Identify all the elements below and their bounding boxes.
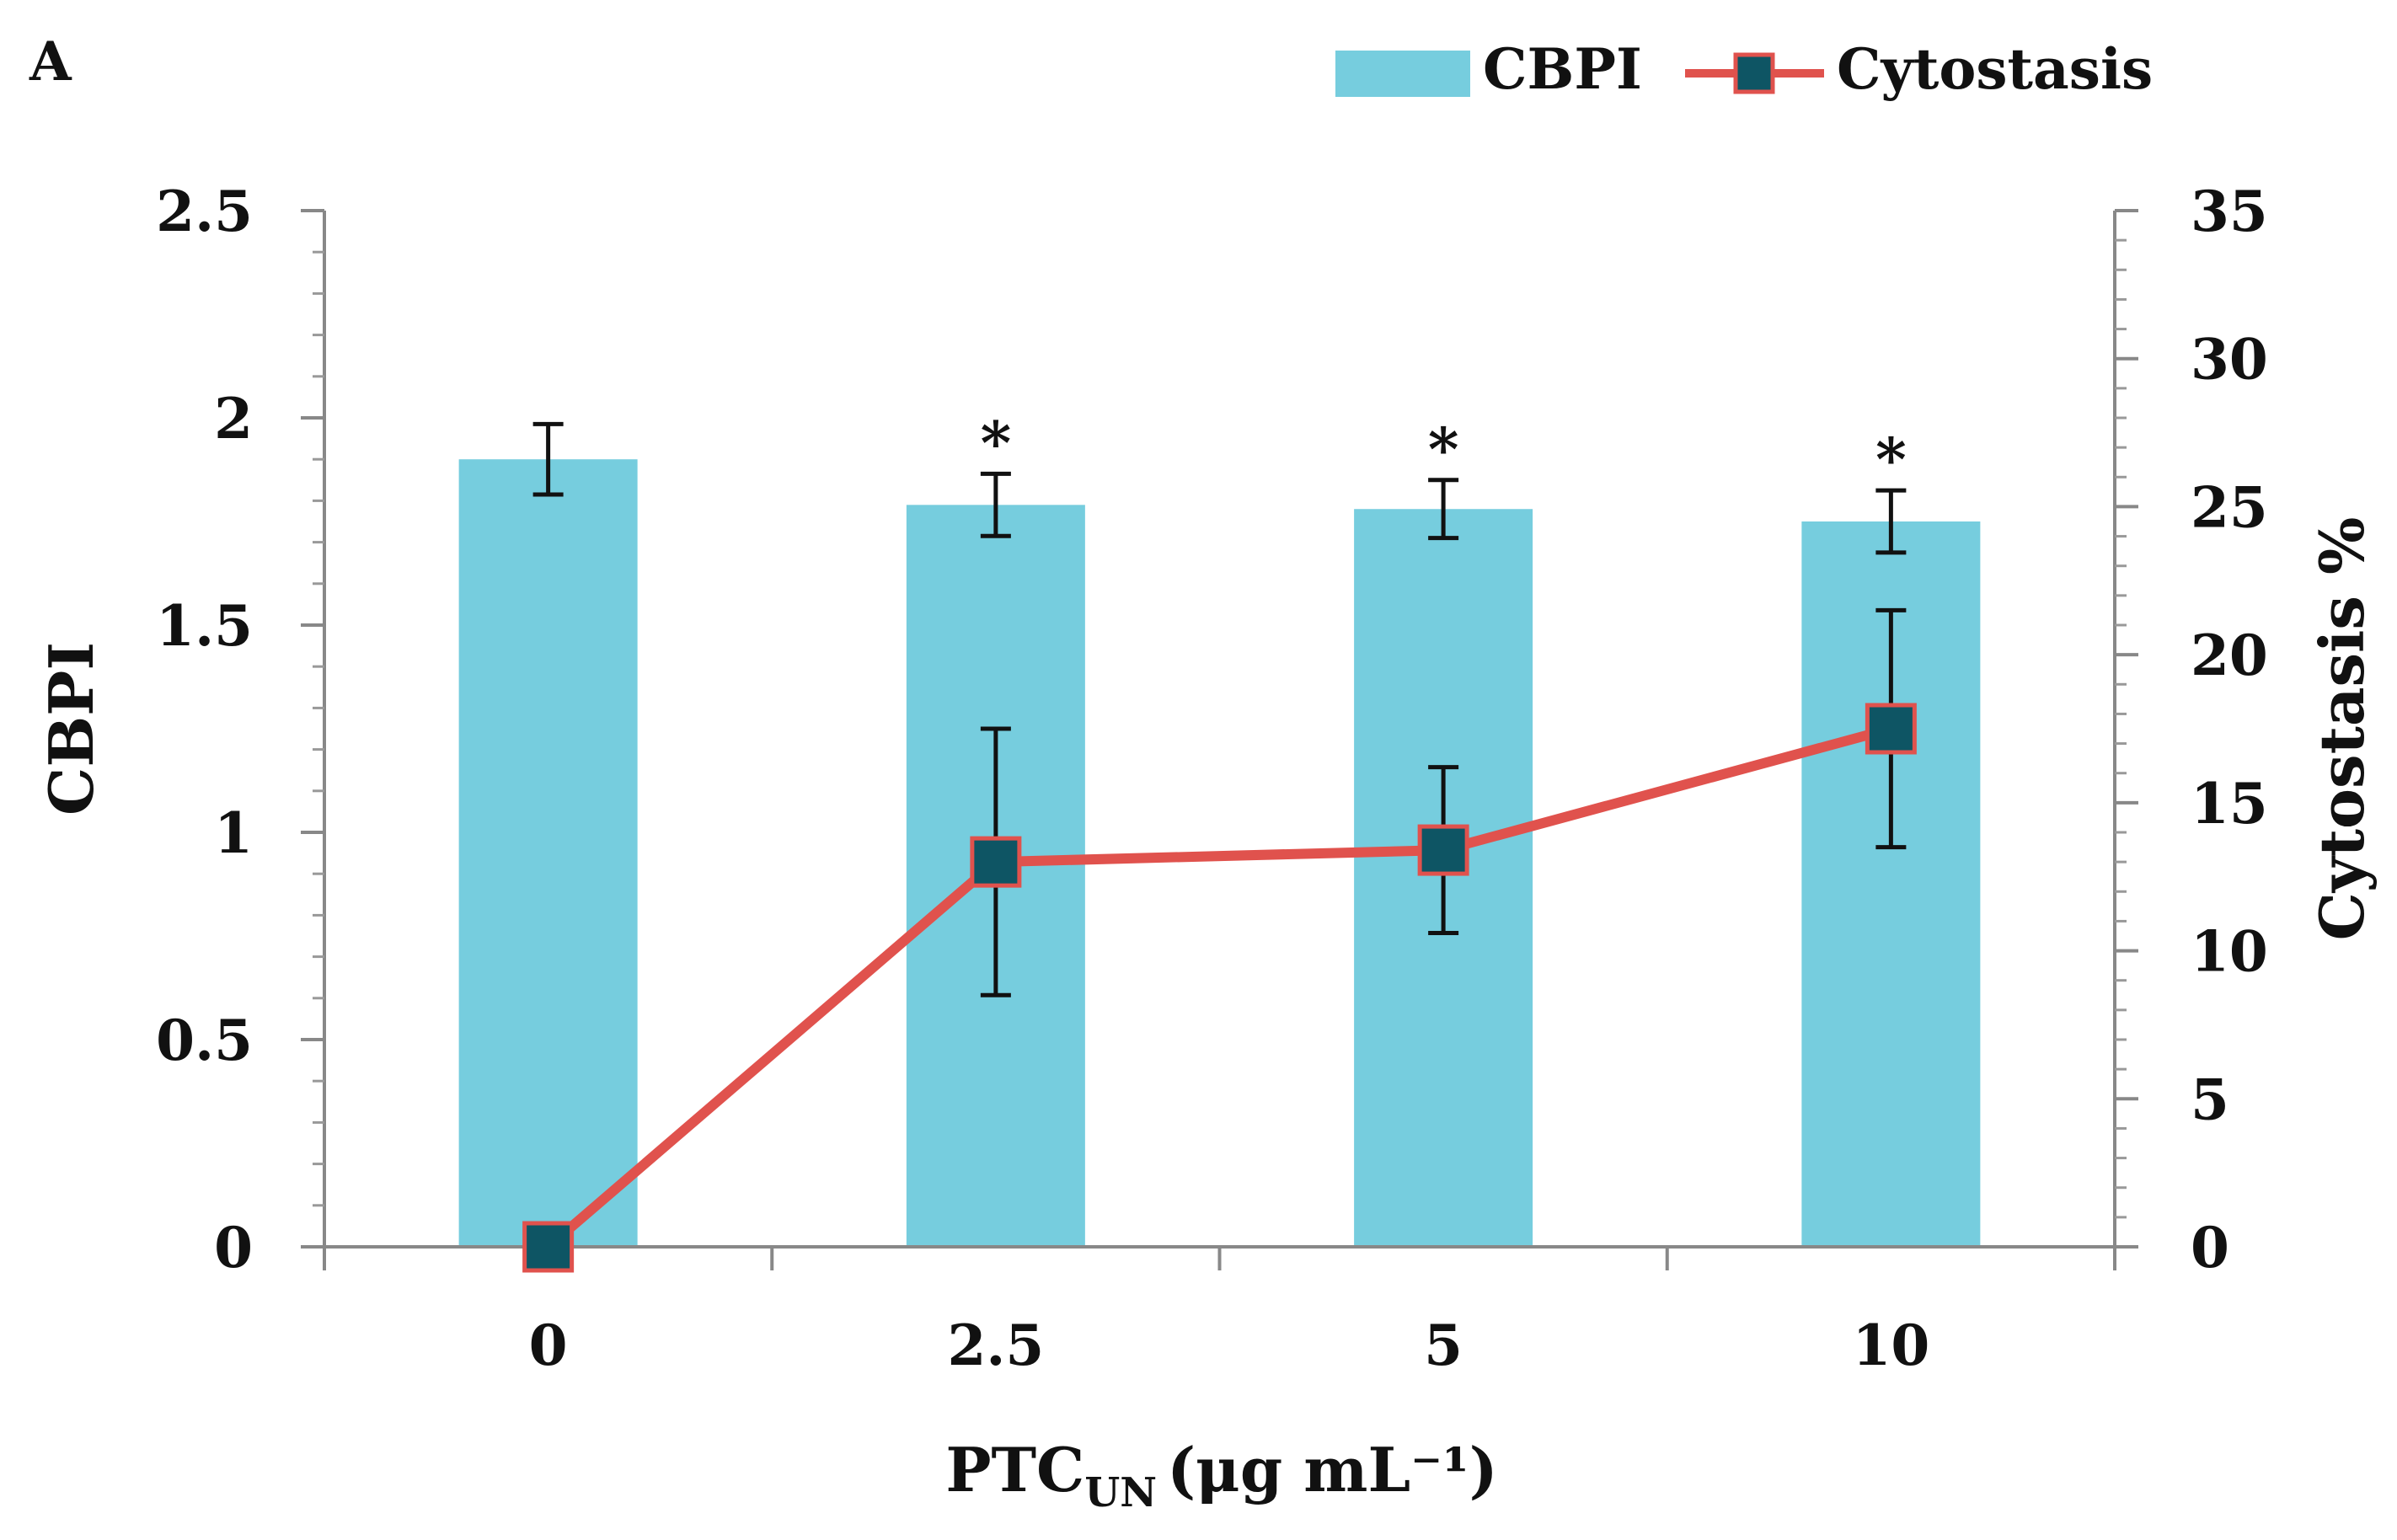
legend-swatch-cbpi bbox=[1335, 51, 1470, 97]
x-axis-title: PTCUN (μg mL⁻¹) bbox=[945, 1434, 1497, 1516]
panel-label: A bbox=[29, 30, 72, 94]
cbpi-bar bbox=[458, 459, 638, 1247]
y-right-tick-label: 10 bbox=[2191, 919, 2268, 985]
y-right-tick-label: 20 bbox=[2191, 623, 2268, 688]
y-right-tick-label: 30 bbox=[2191, 327, 2268, 393]
y-axis-right-minor-ticks bbox=[2115, 238, 2127, 1219]
cytostasis-point bbox=[1417, 824, 1469, 876]
x-axis-title-unit: (μg mL⁻¹) bbox=[1167, 1434, 1498, 1505]
legend-marker-cytostasis bbox=[1733, 52, 1775, 94]
cytostasis-line bbox=[522, 607, 1917, 1273]
x-tick-label: 10 bbox=[1852, 1313, 1929, 1378]
legend: CBPI Cytostasis bbox=[1335, 36, 2153, 102]
significance-star: * bbox=[1875, 425, 1907, 495]
y-left-tick-label: 0 bbox=[214, 1215, 253, 1281]
cbpi-error-bars bbox=[532, 421, 1907, 555]
x-tick-label: 2.5 bbox=[947, 1313, 1044, 1378]
y-left-tick-label: 1 bbox=[214, 800, 253, 866]
y-axis-right-ticks: 0 5 10 15 20 25 30 35 bbox=[2115, 179, 2268, 1281]
legend-label-cytostasis: Cytostasis bbox=[1837, 36, 2153, 102]
cytostasis-series-line bbox=[544, 724, 1892, 1251]
x-axis-ticks: 0 2.5 5 10 bbox=[323, 1247, 2116, 1378]
cytostasis-point bbox=[522, 1221, 575, 1273]
y-axis-left-title: CBPI bbox=[35, 642, 107, 815]
y-left-tick-label: 2.5 bbox=[156, 179, 253, 244]
y-left-tick-label: 2 bbox=[214, 386, 253, 452]
y-right-tick-label: 15 bbox=[2191, 771, 2268, 837]
y-right-tick-label: 0 bbox=[2191, 1215, 2229, 1281]
cytostasis-point bbox=[970, 836, 1022, 888]
x-axis-title-subscript: UN bbox=[1084, 1469, 1157, 1516]
x-tick-label: 5 bbox=[1424, 1313, 1463, 1378]
significance-markers: * * * bbox=[981, 408, 1907, 495]
cytostasis-point bbox=[1865, 703, 1917, 755]
legend-label-cbpi: CBPI bbox=[1483, 36, 1642, 102]
y-right-tick-label: 35 bbox=[2191, 179, 2268, 244]
y-right-tick-label: 25 bbox=[2191, 474, 2268, 540]
y-axis-left-ticks: 0 0.5 1 1.5 2 2.5 bbox=[156, 179, 324, 1281]
y-left-tick-label: 1.5 bbox=[156, 593, 253, 659]
x-axis-title-main: PTC bbox=[945, 1434, 1084, 1505]
y-axis-left-minor-ticks bbox=[313, 250, 324, 1207]
y-right-tick-label: 5 bbox=[2191, 1067, 2229, 1132]
y-left-tick-label: 0.5 bbox=[156, 1008, 253, 1073]
significance-star: * bbox=[1428, 414, 1459, 484]
x-tick-label: 0 bbox=[529, 1313, 568, 1378]
y-axis-right-title: Cytostasis % bbox=[2306, 517, 2378, 941]
significance-star: * bbox=[981, 408, 1012, 478]
